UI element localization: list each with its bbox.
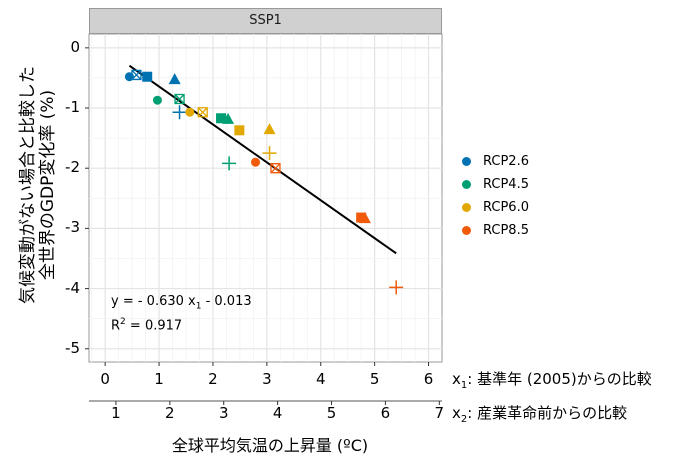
x-axis-title: 全球平均気温の上昇量 (ºC) (171, 436, 369, 455)
x1-axis-label: x1: 基準年 (2005)からの比較 (452, 368, 652, 391)
r2-value: = 0.917 (125, 318, 183, 334)
x1-tick-label: 3 (262, 370, 272, 388)
point-rcp45-square (216, 113, 227, 124)
point-rcp85-square-cross (270, 163, 281, 174)
regression-line (128, 64, 397, 255)
regression-line-group (128, 64, 397, 255)
x1-tick-label: 0 (100, 370, 110, 388)
legend: RCP2.6 RCP4.5 RCP6.0 RCP8.5 (462, 150, 529, 242)
x2-label-text: : 産業革命前からの比較 (467, 404, 628, 422)
r2-R: R (111, 318, 121, 334)
eq-part-main: y = - 0.630 x (111, 294, 196, 309)
point-rcp85-plus (389, 280, 404, 295)
panel-strip-title: SSP1 (89, 8, 442, 34)
point-rcp45-triangle (222, 112, 235, 124)
point-rcp26-triangle (168, 73, 181, 85)
x1-tick-label: 2 (208, 370, 218, 388)
legend-label: RCP8.5 (483, 223, 529, 238)
point-rcp26-square-cross (131, 69, 142, 81)
point-rcp60-square-cross (197, 107, 208, 118)
x1-tick-label: 6 (423, 370, 434, 388)
point-rcp26-square (142, 71, 153, 82)
legend-label: RCP4.5 (483, 177, 529, 192)
r2-sup: 2 (120, 317, 126, 327)
x1-tick-label: 1 (154, 370, 164, 388)
r-squared: R2 = 0.917 (111, 317, 182, 333)
axes (85, 47, 442, 405)
y-tick-label: -4 (65, 278, 80, 297)
y-tick-label: -1 (65, 98, 80, 117)
x1-tick-label: 4 (315, 370, 326, 388)
point-rcp85-triangle (358, 212, 371, 224)
y-tick-label: -5 (65, 338, 80, 357)
point-rcp85-circle (251, 157, 261, 167)
point-rcp85-square (356, 212, 367, 223)
x1-label-text: : 基準年 (2005)からの比較 (467, 370, 652, 388)
legend-label: RCP6.0 (483, 200, 529, 215)
legend-item: RCP8.5 (462, 219, 529, 242)
point-rcp26-plus (172, 105, 187, 120)
x2-label-sub: 2 (460, 414, 468, 425)
y-tick-label: -2 (65, 158, 80, 177)
legend-circle-icon (462, 203, 471, 212)
data-points (124, 69, 404, 295)
eq-part-const: - 0.013 (201, 294, 252, 309)
x2-tick-label: 6 (380, 404, 391, 422)
x2-tick-label: 1 (111, 404, 121, 422)
regression-equation: y = - 0.630 x1 - 0.013 (111, 294, 252, 312)
x2-label-var: x (452, 404, 461, 422)
x2-axis-label: x2: 産業革命前からの比較 (452, 402, 627, 425)
grid-lines (89, 34, 442, 362)
x1-tick-label: 5 (369, 370, 380, 388)
legend-item: RCP6.0 (462, 196, 529, 219)
x2-tick-label: 5 (326, 404, 337, 422)
point-rcp45-square-cross (174, 93, 185, 105)
y-tick-label: -3 (65, 218, 80, 237)
x2-tick-label: 4 (272, 404, 283, 422)
y-axis-title-line1: 気候変動がない場合と比較した (18, 66, 38, 304)
y-tick-label: 0 (70, 37, 80, 56)
point-rcp60-square (234, 125, 245, 136)
point-rcp60-plus (262, 146, 277, 161)
legend-item: RCP2.6 (462, 150, 529, 173)
point-rcp60-triangle (263, 123, 276, 135)
x1-label-var: x (452, 370, 461, 388)
point-rcp45-plus (222, 156, 237, 171)
x1-label-sub: 1 (460, 380, 468, 391)
point-rcp45-circle (152, 95, 162, 105)
x2-tick-label: 7 (434, 404, 445, 422)
legend-circle-icon (462, 180, 471, 189)
eq-part-sub: 1 (195, 301, 202, 312)
point-rcp60-circle (185, 107, 195, 117)
x2-tick-label: 3 (218, 404, 229, 422)
legend-circle-icon (462, 226, 471, 235)
legend-circle-icon (462, 157, 471, 166)
x2-tick-label: 2 (165, 404, 175, 422)
legend-label: RCP2.6 (483, 154, 529, 169)
legend-item: RCP4.5 (462, 173, 529, 196)
